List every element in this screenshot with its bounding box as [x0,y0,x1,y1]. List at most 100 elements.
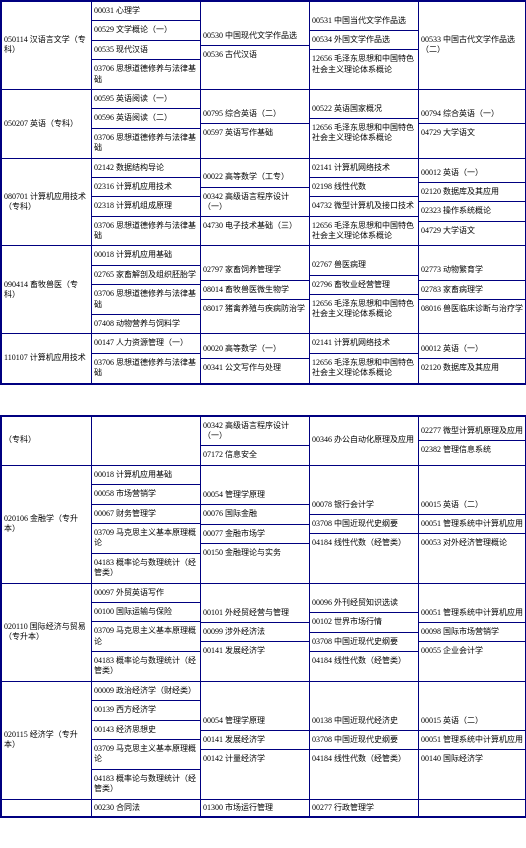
course-cell: 00018 计算机应用基础00058 市场营销学00067 财务管理学03709… [92,465,201,583]
course-entry: 02141 计算机网络技术 [310,159,418,178]
course-cell: 00009 政治经济学（财经类）00139 西方经济学00143 经济思想史03… [92,681,201,799]
course-entry: 00015 英语（二） [419,712,526,731]
course-entry: 02323 操作系统概论 [419,202,526,221]
course-entry: 08016 兽医临床诊断与治疗学 [419,300,526,318]
course-entry: 02783 家畜病理学 [419,281,526,300]
course-entry: 00099 涉外经济法 [201,623,309,642]
course-cell: 02797 家畜饲养管理学08014 畜牧兽医微生物学08017 猪禽养殖与疾病… [201,246,310,334]
course-cell: 00018 计算机应用基础02765 家畜解剖及组织胚胎学03706 思想道德修… [92,246,201,334]
table-block-2: （专科） 00342 高级语言程序设计（一）07172 信息安全00346 办公… [0,415,526,818]
course-cell: 00277 行政管理学 [310,799,419,816]
table-row: 050114 汉语言文学（专科）00031 心理学00529 文学概论（一）00… [2,2,526,90]
course-entry: 00012 英语（一） [419,340,526,359]
course-entry: 00597 英语写作基础 [201,124,309,142]
course-entry: 04732 微型计算机及接口技术 [310,197,418,216]
major-cell [2,799,92,816]
course-entry: 00141 发展经济学 [201,642,309,660]
course-entry: 02141 计算机网络技术 [310,334,418,353]
table-row: （专科） 00342 高级语言程序设计（一）07172 信息安全00346 办公… [2,416,526,465]
course-cell: 00097 外贸英语写作00100 国际运输与保险03709 马克思主义基本原理… [92,583,201,681]
course-cell: 00794 综合英语（一）04729 大学语文 [419,89,526,158]
course-entry: 00054 管理学原理 [201,486,309,505]
course-cell: 00031 心理学00529 文学概论（一）00535 现代汉语03706 思想… [92,2,201,90]
course-entry: 03708 中国近现代史纲要 [310,515,418,534]
table-row: 020106 金融学（专升本）00018 计算机应用基础00058 市场营销学0… [2,465,526,583]
course-entry: 08014 畜牧兽医微生物学 [201,281,309,300]
course-entry: 00055 企业会计学 [419,642,526,660]
course-entry: 02142 数据结构导论 [92,159,200,178]
course-entry: 00054 管理学原理 [201,712,309,731]
course-entry: 02765 家畜解剖及组织胚胎学 [92,266,200,285]
course-entry: 04183 概率论与数理统计（经管类） [92,652,200,681]
course-entry: 00150 金融理论与实务 [201,544,309,562]
course-entry: 04730 电子技术基础（三） [201,217,309,235]
course-entry: 04183 概率论与数理统计（经管类） [92,554,200,583]
course-cell: 00054 管理学原理00141 发展经济学00142 计量经济学 [201,681,310,799]
course-cell [419,799,526,816]
course-entry: 03709 马克思主义基本原理概论 [92,622,200,652]
course-entry: 00596 英语阅读（二） [92,109,200,128]
table-row: 090414 畜牧兽医（专科）00018 计算机应用基础02765 家畜解剖及组… [2,246,526,334]
course-entry: 12656 毛泽东思想和中国特色社会主义理论体系概论 [310,217,418,246]
course-entry: 02277 微型计算机原理及应用 [419,422,526,441]
course-entry: 03706 思想道德修养与法律基础 [92,285,200,315]
course-entry: 04184 线性代数（经管类） [310,534,418,552]
course-cell: 01300 市场运行管理 [201,799,310,816]
course-entry: 00529 文学概论（一） [92,21,200,40]
course-cell: 02773 动物繁育学02783 家畜病理学08016 兽医临床诊断与治疗学 [419,246,526,334]
course-cell: 02141 计算机网络技术02198 线性代数04732 微型计算机及接口技术1… [310,158,419,246]
course-entry: 07172 信息安全 [201,446,309,464]
course-entry: 04183 概率论与数理统计（经管类） [92,770,200,799]
course-entry: 00009 政治经济学（财经类） [92,682,200,701]
course-entry: 00530 中国现代文学作品选 [201,27,309,46]
major-cell: 020110 国际经济与贸易（专升本） [2,583,92,681]
course-entry: 00076 国际金融 [201,505,309,524]
table-row: 080701 计算机应用技术（专科）02142 数据结构导论02316 计算机应… [2,158,526,246]
course-entry: 00531 中国当代文学作品选 [310,12,418,31]
course-cell: 00020 高等数学（一）00341 公文写作与处理 [201,334,310,383]
course-entry: 03709 马克思主义基本原理概论 [92,740,200,770]
course-entry: 00018 计算机应用基础 [92,466,200,485]
table-row: 00230 合同法01300 市场运行管理00277 行政管理学 [2,799,526,816]
course-entry: 00147 人力资源管理（一） [92,334,200,353]
course-entry: 03708 中国近现代史纲要 [310,731,418,750]
course-cell: 00795 综合英语（二）00597 英语写作基础 [201,89,310,158]
course-entry: 02773 动物繁育学 [419,261,526,280]
table-row: 110107 计算机应用技术00147 人力资源管理（一）03706 思想道德修… [2,334,526,383]
course-entry: 00015 英语（二） [419,496,526,515]
course-cell: 00530 中国现代文学作品选00536 古代汉语 [201,2,310,90]
course-entry: 00096 外刊经贸知识选读 [310,594,418,613]
major-cell: 020115 经济学（专升本） [2,681,92,799]
course-cell: 00147 人力资源管理（一）03706 思想道德修养与法律基础 [92,334,201,383]
course-cell: 00533 中国古代文学作品选（二） [419,2,526,90]
major-cell: 020106 金融学（专升本） [2,465,92,583]
course-cell: 00054 管理学原理00076 国际金融00077 金融市场学00150 金融… [201,465,310,583]
course-entry: 02796 畜牧业经营管理 [310,276,418,295]
course-entry: 12656 毛泽东思想和中国特色社会主义理论体系概论 [310,50,418,79]
course-entry: 00102 世界市场行情 [310,613,418,632]
course-entry: 00536 古代汉语 [201,46,309,64]
course-cell: 00015 英语（二）00051 管理系统中计算机应用00140 国际经济学 [419,681,526,799]
course-entry: 00100 国际运输与保险 [92,603,200,622]
course-entry: 00101 外经贸经营与管理 [201,604,309,623]
course-cell: 00531 中国当代文学作品选00534 外国文学作品选12656 毛泽东思想和… [310,2,419,90]
course-entry: 00018 计算机应用基础 [92,246,200,265]
course-entry: 03708 中国近现代史纲要 [310,633,418,652]
course-cell: 00101 外经贸经营与管理00099 涉外经济法00141 发展经济学 [201,583,310,681]
course-entry: 00522 英语国家概况 [310,100,418,119]
course-table-2: （专科） 00342 高级语言程序设计（一）07172 信息安全00346 办公… [1,416,526,817]
course-entry: 04729 大学语文 [419,222,526,240]
course-entry: 00077 金融市场学 [201,525,309,544]
major-cell: （专科） [2,416,92,465]
major-cell: 090414 畜牧兽医（专科） [2,246,92,334]
course-cell: 00346 办公自动化原理及应用 [310,416,419,465]
course-cell: 00022 高等数学（工专）00342 高级语言程序设计（一）04730 电子技… [201,158,310,246]
major-cell: 080701 计算机应用技术（专科） [2,158,92,246]
course-entry: 02120 数据库及其应用 [419,359,526,377]
course-entry: 04729 大学语文 [419,124,526,142]
course-table-1: 050114 汉语言文学（专科）00031 心理学00529 文学概论（一）00… [1,1,526,384]
course-cell: 00012 英语（一）02120 数据库及其应用02323 操作系统概论0472… [419,158,526,246]
course-entry: 00012 英语（一） [419,164,526,183]
course-entry: 03706 思想道德修养与法律基础 [92,354,200,383]
course-entry: 02316 计算机应用技术 [92,178,200,197]
